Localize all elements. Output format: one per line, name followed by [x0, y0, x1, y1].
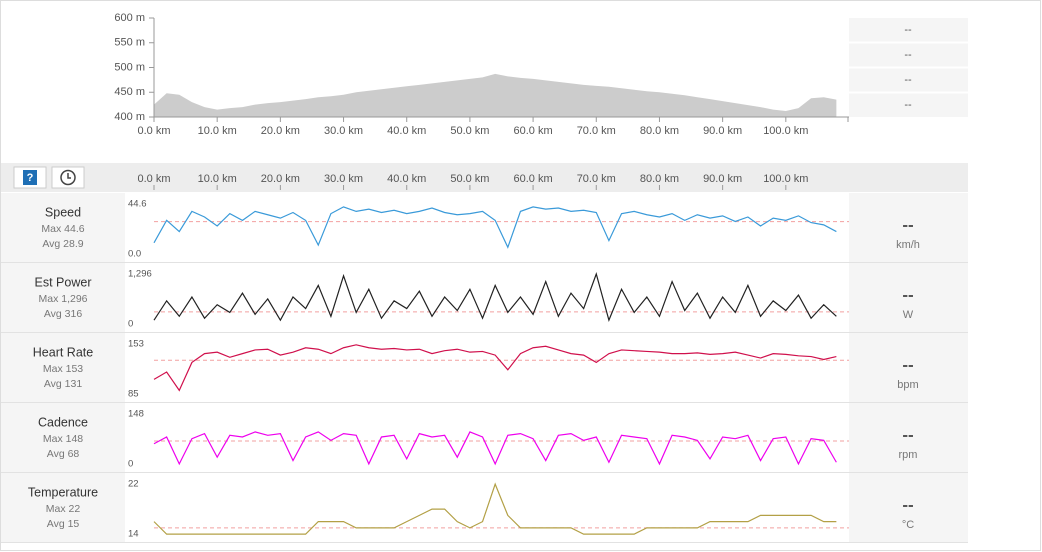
stream-axis-label: 20.0 km — [261, 173, 300, 185]
stream-line — [153, 206, 837, 249]
stream-unit: rpm — [899, 449, 918, 461]
stream-current: -- — [902, 215, 913, 234]
help-label: ? — [27, 172, 34, 184]
x-tick-label: 90.0 km — [703, 125, 742, 137]
stream-avg: Avg 316 — [44, 308, 82, 320]
stream-max: Max 44.6 — [41, 223, 84, 235]
stream-current: -- — [902, 285, 913, 304]
stream-axis-label: 70.0 km — [577, 173, 616, 185]
stream-value-panel — [849, 333, 968, 402]
x-tick-label: 0.0 km — [137, 125, 170, 137]
stream-max: Max 153 — [43, 363, 83, 375]
stream-tick-label: 0 — [128, 319, 133, 330]
stream-tick-label: 148 — [128, 409, 144, 420]
x-tick-label: 40.0 km — [387, 125, 426, 137]
stream-label-panel — [1, 473, 125, 542]
x-tick-label: 100.0 km — [763, 125, 808, 137]
stream-tick-label: 1,296 — [128, 269, 152, 280]
help-icon — [23, 170, 37, 185]
stream-name: Cadence — [38, 415, 88, 429]
stream-label-panel — [1, 263, 125, 332]
stream-tick-label: 44.6 — [128, 198, 147, 209]
stream-unit: km/h — [896, 239, 920, 251]
summary-value: -- — [904, 99, 912, 111]
stream-tick-label: 85 — [128, 389, 139, 400]
stream-line — [153, 272, 837, 323]
stream-tick-label: 0.0 — [128, 249, 141, 260]
stream-current: -- — [902, 495, 913, 514]
stream-unit: bpm — [897, 379, 918, 391]
stream-axis-label: 40.0 km — [387, 173, 426, 185]
stream-label-panel — [1, 403, 125, 472]
stream-avg: Avg 131 — [44, 378, 82, 390]
clock-hands — [67, 173, 71, 179]
stream-avg: Avg 28.9 — [42, 238, 83, 250]
stream-max: Max 22 — [46, 503, 81, 515]
clock-icon — [60, 169, 76, 186]
x-tick-label: 70.0 km — [577, 125, 616, 137]
stream-line — [153, 431, 837, 466]
stream-tick-label: 153 — [128, 339, 144, 350]
stream-axis-label: 30.0 km — [324, 173, 363, 185]
stream-unit: W — [903, 309, 914, 321]
stream-value-panel — [849, 193, 968, 262]
stream-max: Max 1,296 — [38, 293, 87, 305]
stream-axis-label: 60.0 km — [514, 173, 553, 185]
stream-value-panel — [849, 473, 968, 542]
x-tick-label: 50.0 km — [450, 125, 489, 137]
toolbar — [1, 163, 968, 192]
stream-unit: °C — [902, 519, 914, 531]
stream-axis-label: 90.0 km — [703, 173, 742, 185]
y-tick-label: 600 m — [114, 12, 145, 24]
stream-value-panel — [849, 403, 968, 472]
x-tick-label: 80.0 km — [640, 125, 679, 137]
stream-axis-label: 80.0 km — [640, 173, 679, 185]
stream-axis-label: 100.0 km — [763, 173, 808, 185]
stream-line — [153, 482, 837, 535]
x-tick-label: 10.0 km — [198, 125, 237, 137]
stream-tick-label: 0 — [128, 458, 133, 469]
summary-value: -- — [904, 49, 912, 61]
stream-label-panel — [1, 333, 125, 402]
y-tick-label: 450 m — [114, 86, 145, 98]
x-tick-label: 30.0 km — [324, 125, 363, 137]
stream-axis-label: 0.0 km — [137, 173, 170, 185]
stream-value-panel — [849, 263, 968, 332]
stream-max: Max 148 — [43, 433, 83, 445]
stream-current: -- — [902, 425, 913, 444]
y-tick-label: 500 m — [114, 61, 145, 73]
stream-tick-label: 22 — [128, 479, 139, 490]
x-tick-label: 20.0 km — [261, 125, 300, 137]
y-tick-label: 550 m — [114, 37, 145, 49]
stream-name: Temperature — [28, 485, 98, 499]
stream-avg: Avg 15 — [47, 518, 80, 530]
stream-line — [153, 344, 837, 392]
stream-name: Heart Rate — [33, 345, 93, 359]
x-tick-label: 60.0 km — [514, 125, 553, 137]
summary-value: -- — [904, 74, 912, 86]
summary-value: -- — [904, 24, 912, 36]
stream-current: -- — [902, 355, 913, 374]
stream-axis-label: 50.0 km — [450, 173, 489, 185]
stream-name: Speed — [45, 205, 81, 219]
stream-avg: Avg 68 — [47, 448, 80, 460]
stream-axis-label: 10.0 km — [198, 173, 237, 185]
stream-tick-label: 14 — [128, 529, 139, 540]
stream-name: Est Power — [35, 275, 92, 289]
y-tick-label: 400 m — [114, 111, 145, 123]
stream-label-panel — [1, 193, 125, 262]
elevation-area — [154, 73, 837, 117]
